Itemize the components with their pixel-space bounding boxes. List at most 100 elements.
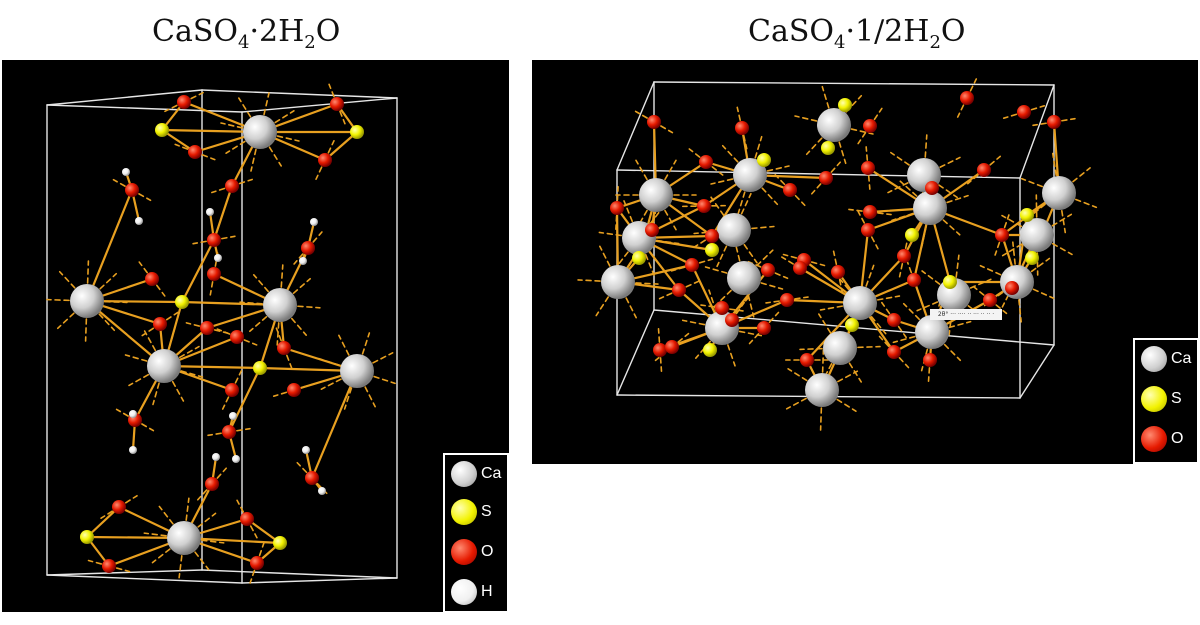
ca-atom: [717, 213, 751, 247]
o-atom: [672, 283, 686, 297]
dangling-bond: [821, 349, 825, 373]
dangling-bond: [178, 345, 200, 359]
o-atom: [699, 155, 713, 169]
dangling-bond: [615, 215, 618, 230]
h-atom: [206, 208, 214, 216]
dangling-bond: [704, 266, 728, 274]
ca-atom: [167, 521, 201, 555]
dangling-bond: [956, 104, 965, 118]
dangling-bond: [616, 186, 619, 201]
title-hemihydrate-end: O: [940, 14, 966, 49]
legend-label: H: [481, 583, 493, 600]
h-atom: [129, 410, 137, 418]
dangling-bond: [315, 166, 323, 181]
atom-layer: [601, 91, 1076, 407]
h-atom: [135, 217, 143, 225]
cell-edge: [616, 81, 655, 171]
o-atom: [330, 97, 344, 111]
dangling-bond: [729, 308, 744, 312]
dangling-bond: [216, 467, 227, 479]
dangling-bond: [955, 254, 960, 278]
dangling-bond: [972, 285, 985, 296]
title-hemihydrate-sub1: 4: [834, 32, 846, 53]
bond: [212, 184, 234, 242]
o-atom: [861, 161, 875, 175]
dangling-bond: [243, 339, 258, 346]
o-atom: [725, 313, 739, 327]
dangling-bond: [1001, 214, 1023, 228]
dangling-bond: [915, 286, 923, 301]
dangling-bond: [1001, 243, 1023, 257]
o-atom: [863, 205, 877, 219]
cell-edge: [46, 569, 203, 576]
s-atom: [703, 343, 717, 357]
dangling-bond: [857, 210, 866, 224]
dangling-bond: [180, 370, 204, 378]
dangling-bond: [158, 505, 174, 525]
legend-item-ca: Ca: [1141, 344, 1191, 374]
bond: [323, 130, 359, 162]
dangling-bond: [250, 148, 257, 172]
bond: [227, 366, 262, 434]
ca-atom: [817, 108, 851, 142]
dangling-bond: [185, 497, 190, 521]
dangling-bond: [716, 245, 728, 268]
dangling-bond: [141, 423, 155, 432]
dangling-bond: [1051, 242, 1073, 256]
dangling-bond: [635, 159, 648, 181]
dangling-bond: [656, 239, 680, 245]
gypsum-structure-model: [46, 83, 398, 584]
ca-atom: [915, 315, 949, 349]
dangling-bond: [887, 182, 909, 194]
dangling-bond: [902, 302, 921, 321]
dangling-bond: [768, 311, 780, 323]
title-gypsum-base: CaSO: [152, 14, 238, 49]
bond: [310, 369, 359, 480]
dangling-bond: [873, 107, 883, 121]
legend-label: O: [1171, 430, 1184, 447]
dangling-bond: [735, 301, 745, 315]
dangling-bond: [124, 494, 138, 504]
dangling-bond: [1030, 257, 1051, 273]
dangling-bond: [1032, 288, 1055, 300]
dangling-bond: [258, 542, 265, 557]
s-atom: [175, 295, 189, 309]
dangling-bond: [272, 391, 288, 397]
dangling-bond: [805, 137, 823, 156]
dangling-bond: [300, 383, 316, 389]
dangling-bond: [275, 327, 282, 342]
dangling-bond: [787, 368, 808, 382]
dangling-bond: [806, 271, 819, 280]
dangling-bond: [681, 319, 706, 326]
dangling-bond: [100, 510, 114, 520]
ca-atom: [1020, 218, 1054, 252]
dangling-bond: [190, 91, 204, 100]
o-atom: [230, 330, 244, 344]
ca-atom: [601, 265, 635, 299]
dangling-bond: [168, 326, 176, 350]
dangling-bond: [339, 110, 346, 125]
dangling-bond: [876, 295, 901, 301]
dangling-bond: [1012, 241, 1016, 265]
dangling-bond: [634, 110, 648, 119]
o-atom: [225, 179, 239, 193]
o-atom: [287, 383, 301, 397]
o-atom: [207, 233, 221, 247]
dangling-bond: [249, 569, 256, 584]
dangling-bond: [128, 373, 150, 387]
s-atom: [273, 536, 287, 550]
title-gypsum-end: O: [315, 14, 341, 49]
o-atom: [907, 273, 921, 287]
dangling-bond: [194, 551, 210, 571]
o-atom: [653, 343, 667, 357]
o-atom: [277, 341, 291, 355]
h-atom: [310, 218, 318, 226]
dangling-bond: [207, 432, 222, 437]
dangling-bond: [660, 125, 674, 134]
dangling-bond: [152, 382, 160, 406]
o-atom: [819, 171, 833, 185]
dangling-bond: [898, 263, 904, 278]
dangling-bond: [364, 386, 376, 408]
dangling-bond: [664, 159, 677, 181]
dangling-bond: [171, 380, 185, 402]
